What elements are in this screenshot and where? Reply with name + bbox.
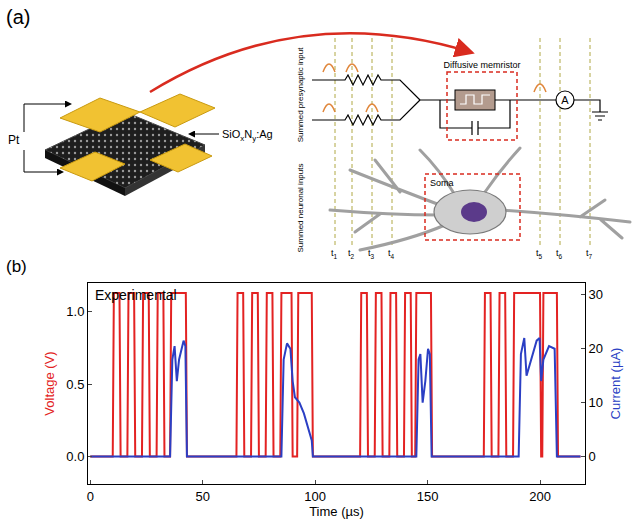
svg-text:(b): (b) bbox=[6, 257, 27, 276]
svg-text:Current (µA): Current (µA) bbox=[608, 348, 623, 420]
svg-text:200: 200 bbox=[529, 489, 551, 504]
svg-text:SiOxNy:Ag: SiOxNy:Ag bbox=[222, 128, 273, 143]
svg-text:t6: t6 bbox=[556, 248, 563, 260]
svg-text:Soma: Soma bbox=[430, 178, 454, 188]
svg-text:t3: t3 bbox=[368, 248, 375, 260]
svg-text:0: 0 bbox=[589, 449, 596, 464]
svg-text:0: 0 bbox=[87, 489, 94, 504]
svg-text:(a): (a) bbox=[6, 6, 30, 28]
svg-text:Diffusive memristor: Diffusive memristor bbox=[444, 60, 521, 70]
svg-text:t7: t7 bbox=[586, 248, 593, 260]
svg-text:Pt: Pt bbox=[8, 133, 20, 147]
svg-text:Voltage (V): Voltage (V) bbox=[42, 351, 57, 415]
svg-text:t4: t4 bbox=[388, 248, 395, 260]
svg-text:1.0: 1.0 bbox=[66, 304, 84, 319]
svg-text:50: 50 bbox=[195, 489, 209, 504]
svg-text:Experimental: Experimental bbox=[95, 287, 177, 303]
svg-text:100: 100 bbox=[304, 489, 326, 504]
svg-text:t1: t1 bbox=[331, 248, 338, 260]
svg-text:0.5: 0.5 bbox=[66, 377, 84, 392]
svg-text:10: 10 bbox=[589, 395, 603, 410]
svg-text:t2: t2 bbox=[348, 248, 355, 260]
svg-text:A: A bbox=[561, 94, 569, 106]
svg-text:20: 20 bbox=[589, 341, 603, 356]
svg-text:150: 150 bbox=[417, 489, 439, 504]
svg-text:30: 30 bbox=[589, 287, 603, 302]
svg-text:t5: t5 bbox=[536, 248, 543, 260]
svg-text:0.0: 0.0 bbox=[66, 449, 84, 464]
svg-text:Time (µs): Time (µs) bbox=[309, 504, 364, 519]
svg-text:Summed presynaptic input: Summed presynaptic input bbox=[296, 47, 305, 142]
svg-text:Summed neuronal inputs: Summed neuronal inputs bbox=[296, 164, 305, 253]
